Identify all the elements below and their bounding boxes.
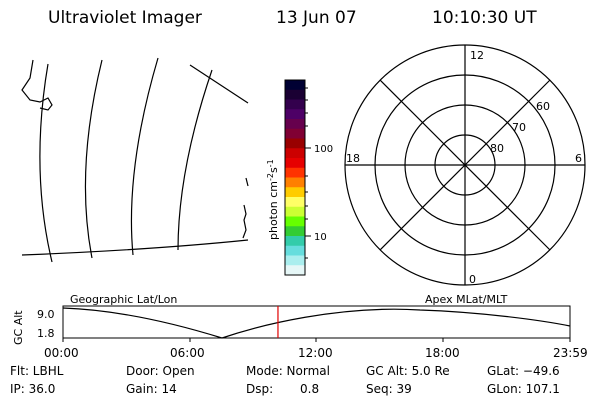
- mlt-label-6: 6: [575, 152, 582, 165]
- orbit-left-title: Geographic Lat/Lon: [70, 293, 178, 306]
- colorbar-tick-10: 10: [314, 232, 327, 243]
- status-gc-alt: GC Alt: 5.0 Re: [366, 364, 450, 378]
- colorbar-segment: [285, 148, 305, 159]
- orbit-right-title: Apex MLat/MLT: [425, 293, 508, 306]
- status-mode: Mode: Normal: [246, 364, 330, 378]
- lat-label-80: 80: [490, 142, 504, 155]
- x-tick-1800: 18:00: [425, 346, 460, 360]
- colorbar-unit-label: photon cm-2s-1: [266, 159, 280, 240]
- colorbar-segment: [285, 265, 305, 276]
- status-gain: Gain: 14: [126, 382, 177, 396]
- x-tick-0000: 00:00: [44, 346, 79, 360]
- longitude-line: [84, 59, 103, 259]
- y-axis-label: GC Alt: [12, 310, 25, 345]
- status-glon: GLon: 107.1: [487, 382, 560, 396]
- colorbar-segment: [285, 99, 305, 110]
- coastline: [21, 59, 53, 111]
- status-dsp-label: Dsp:: [246, 382, 274, 396]
- colorbar-segment: [285, 197, 305, 208]
- colorbar-segment: [285, 158, 305, 169]
- y-tick-9: 9.0: [37, 308, 55, 321]
- colorbar-segment: [285, 187, 305, 198]
- time-label: 10:10:30 UT: [432, 8, 537, 28]
- longitude-line: [177, 69, 213, 251]
- mlt-label-0: 0: [469, 273, 476, 286]
- latitude-line: [21, 239, 249, 256]
- window-title: Ultraviolet Imager: [48, 8, 202, 28]
- colorbar-segment: [285, 236, 305, 247]
- status-ip: IP: 36.0: [10, 382, 56, 396]
- y-tick-1-8: 1.8: [37, 327, 55, 340]
- x-tick-0600: 06:00: [170, 346, 205, 360]
- mlt-label-18: 18: [346, 152, 360, 165]
- colorbar-segment: [285, 216, 305, 227]
- longitude-line: [130, 57, 159, 256]
- lat-label-60: 60: [536, 100, 550, 113]
- status-glat: GLat: −49.6: [487, 364, 560, 378]
- colorbar-segment: [285, 119, 305, 130]
- colorbar-segment: [285, 167, 305, 178]
- status-dsp-value: 0.8: [300, 382, 320, 396]
- coastline: [242, 177, 249, 239]
- status-flt: Flt: LBHL: [10, 364, 64, 378]
- x-tick-1200: 12:00: [298, 346, 333, 360]
- colorbar-segment: [285, 206, 305, 217]
- status-seq: Seq: 39: [366, 382, 412, 396]
- boundary-line: [189, 64, 249, 104]
- colorbar-segment: [285, 245, 305, 256]
- colorbar-segment: [285, 89, 305, 100]
- altitude-curve: [62, 307, 571, 339]
- x-tick-2359: 23:59: [553, 346, 588, 360]
- lat-label-70: 70: [512, 121, 526, 134]
- colorbar-segment: [285, 177, 305, 188]
- colorbar-segment: [285, 80, 305, 91]
- longitude-line: [39, 63, 53, 263]
- date-label: 13 Jun 07: [276, 8, 357, 28]
- colorbar-segment: [285, 128, 305, 139]
- colorbar-segment: [285, 138, 305, 149]
- colorbar-segment: [285, 255, 305, 266]
- status-door: Door: Open: [126, 364, 195, 378]
- colorbar-segment: [285, 226, 305, 237]
- colorbar-tick-100: 100: [314, 144, 333, 155]
- mlt-label-12: 12: [470, 49, 484, 62]
- colorbar-segment: [285, 109, 305, 120]
